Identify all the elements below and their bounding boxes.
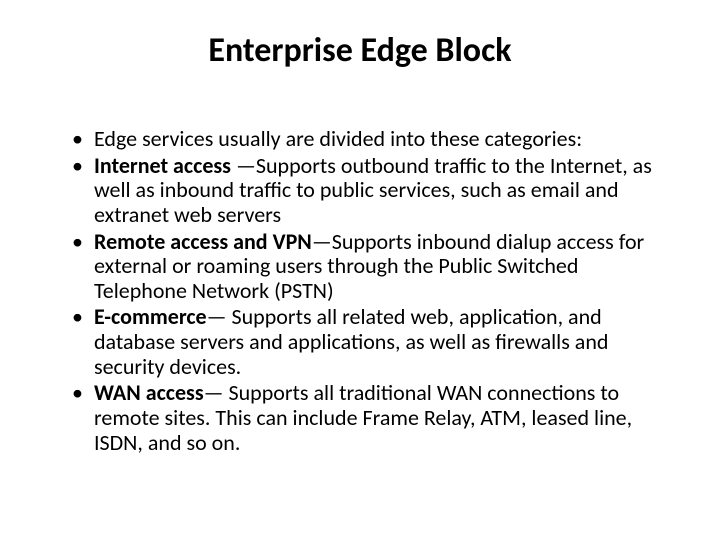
slide-title: Enterprise Edge Block xyxy=(48,30,672,71)
list-item: Internet access —Supports outbound traff… xyxy=(72,154,672,228)
bullet-lead: Internet access xyxy=(94,152,236,179)
list-item: WAN access— Supports all traditional WAN… xyxy=(72,381,672,455)
list-item: E-commerce— Supports all related web, ap… xyxy=(72,305,672,379)
bullet-lead: E-commerce xyxy=(94,303,207,330)
list-item: Remote access and VPN—Supports inbound d… xyxy=(72,230,672,304)
bullet-lead: WAN access xyxy=(94,379,204,406)
bullet-list: Edge services usually are divided into t… xyxy=(48,127,672,455)
slide: Enterprise Edge Block Edge services usua… xyxy=(0,0,720,540)
list-item: Edge services usually are divided into t… xyxy=(72,127,672,152)
bullet-lead: Remote access and VPN xyxy=(94,228,312,255)
bullet-text: Edge services usually are divided into t… xyxy=(94,125,582,152)
